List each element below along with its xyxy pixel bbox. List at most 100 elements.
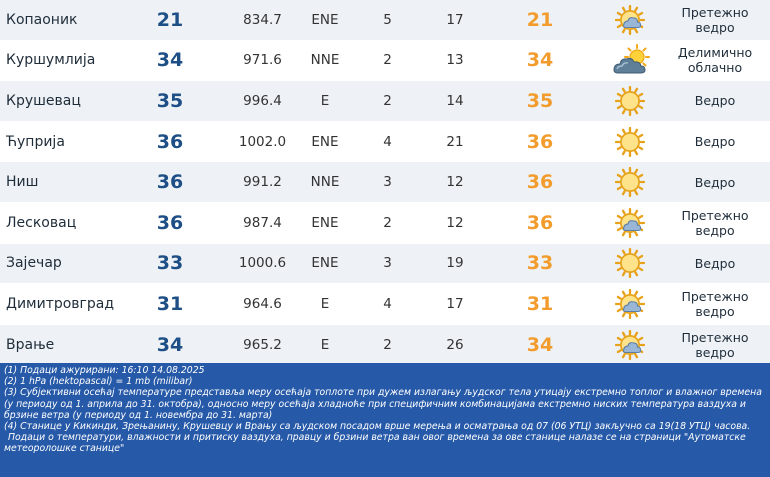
weather-description: Делимично облачно <box>660 41 770 81</box>
wind-speed: 2 <box>383 92 392 109</box>
table-row: Куршумлија 34 971.6 NNE 2 13 34 Делимичн… <box>0 40 770 82</box>
station-name: Лесковац <box>6 214 77 231</box>
humidity: 12 <box>446 214 464 231</box>
weather-description: Ведро <box>660 244 770 284</box>
feels-like-temperature: 35 <box>526 89 554 112</box>
humidity: 17 <box>446 295 464 312</box>
description-line-2: ведро <box>695 303 735 319</box>
description-line-2: ведро <box>695 19 735 35</box>
description-line-2: облачно <box>687 60 743 76</box>
weather-table: Копаоник 21 834.7 ENE 5 17 21 Претежно в… <box>0 0 770 366</box>
description-line-1: Ведро <box>694 134 736 150</box>
weather-description: Претежно ведро <box>660 203 770 243</box>
description-line-1: Претежно <box>681 4 749 20</box>
weather-description: Претежно ведро <box>660 284 770 324</box>
table-row: Ниш 36 991.2 NNE 3 12 36 Ведро <box>0 162 770 203</box>
wind-direction: NNE <box>310 174 340 191</box>
feels-like-temperature: 36 <box>526 130 554 153</box>
pressure: 987.4 <box>243 214 282 231</box>
description-line-2: ведро <box>695 222 735 238</box>
humidity: 26 <box>446 336 464 353</box>
humidity: 21 <box>446 133 464 150</box>
wind-speed: 3 <box>383 255 392 272</box>
station-name: Крушевац <box>6 92 81 109</box>
temperature: 34 <box>156 333 184 356</box>
footnote-hpa: (2) 1 hPa (hektopascal) = 1 mb (milibar) <box>4 376 193 388</box>
wind-speed: 4 <box>383 295 392 312</box>
footnote-updated: (1) Подаци ажурирани: 16:10 14.08.2025 <box>4 365 205 376</box>
wind-speed: 4 <box>383 133 392 150</box>
table-row: Врање 34 965.2 E 2 26 34 Претежно ведро <box>0 324 770 366</box>
temperature: 35 <box>156 89 184 112</box>
humidity: 13 <box>446 52 464 69</box>
feels-like-temperature: 34 <box>526 49 554 72</box>
pressure: 1000.6 <box>238 255 287 272</box>
pressure: 991.2 <box>243 174 282 191</box>
partly-cloudy-icon <box>600 0 660 40</box>
temperature: 31 <box>156 292 184 315</box>
description-line-1: Делимично <box>677 45 753 61</box>
weather-description: Претежно ведро <box>660 325 770 365</box>
feels-like-temperature: 36 <box>526 171 554 194</box>
pressure: 965.2 <box>243 336 282 353</box>
table-row: Зајечар 33 1000.6 ENE 3 19 33 Ведро <box>0 243 770 285</box>
table-row: Димитровград 31 964.6 E 4 17 31 Претежно… <box>0 284 770 325</box>
partly-cloudy-icon <box>600 203 660 243</box>
wind-direction: ENE <box>311 11 339 28</box>
wind-direction: E <box>320 336 330 353</box>
station-name: Врање <box>6 336 55 353</box>
humidity: 19 <box>446 255 464 272</box>
table-row: Ћуприја 36 1002.0 ENE 4 21 36 Ведро <box>0 121 770 163</box>
temperature: 33 <box>156 252 184 275</box>
station-name: Ниш <box>6 174 39 191</box>
wind-direction: E <box>320 92 330 109</box>
footnote-stations: (4) Станице у Кикинди, Зрењанину, Крушев… <box>4 421 751 433</box>
wind-direction: ENE <box>311 214 339 231</box>
feels-like-temperature: 34 <box>526 333 554 356</box>
station-name: Зајечар <box>6 255 62 272</box>
wind-speed: 2 <box>383 214 392 231</box>
humidity: 17 <box>446 11 464 28</box>
temperature: 36 <box>156 211 184 234</box>
wind-direction: E <box>320 295 330 312</box>
temperature: 34 <box>156 49 184 72</box>
wind-speed: 2 <box>383 336 392 353</box>
pressure: 1002.0 <box>238 133 287 150</box>
footnote-automatic-stations: Подаци о температури, влажности и притис… <box>4 432 746 455</box>
feels-like-temperature: 33 <box>526 252 554 275</box>
humidity: 14 <box>446 92 464 109</box>
wind-direction: ENE <box>311 133 339 150</box>
sun-icon <box>600 244 660 284</box>
station-name: Копаоник <box>6 11 78 28</box>
temperature: 36 <box>156 171 184 194</box>
sun-icon <box>600 162 660 202</box>
weather-description: Ведро <box>660 162 770 202</box>
wind-speed: 5 <box>383 11 392 28</box>
description-line-1: Ведро <box>694 93 736 109</box>
weather-description: Ведро <box>660 122 770 162</box>
pressure: 964.6 <box>243 295 282 312</box>
sun-icon <box>600 122 660 162</box>
weather-description: Ведро <box>660 81 770 121</box>
sun-icon <box>600 81 660 121</box>
description-line-1: Ведро <box>694 174 736 190</box>
feels-like-temperature: 31 <box>526 292 554 315</box>
temperature: 36 <box>156 130 184 153</box>
station-name: Ћуприја <box>6 133 65 150</box>
feels-like-temperature: 36 <box>526 211 554 234</box>
table-row: Крушевац 35 996.4 E 2 14 35 Ведро <box>0 81 770 122</box>
wind-direction: NNE <box>310 52 340 69</box>
description-line-1: Претежно <box>681 288 749 304</box>
pressure: 834.7 <box>243 11 282 28</box>
sun-behind-cloud-icon <box>600 41 660 81</box>
wind-speed: 2 <box>383 52 392 69</box>
footnote-feels-like: (3) Субјективни осећај температуре предс… <box>4 387 762 421</box>
station-name: Димитровград <box>6 295 115 312</box>
table-row: Лесковац 36 987.4 ENE 2 12 36 Претежно в… <box>0 202 770 244</box>
description-line-1: Претежно <box>681 207 749 223</box>
wind-speed: 3 <box>383 174 392 191</box>
feels-like-temperature: 21 <box>526 8 554 31</box>
description-line-1: Претежно <box>681 329 749 345</box>
table-row: Копаоник 21 834.7 ENE 5 17 21 Претежно в… <box>0 0 770 41</box>
pressure: 971.6 <box>243 52 282 69</box>
